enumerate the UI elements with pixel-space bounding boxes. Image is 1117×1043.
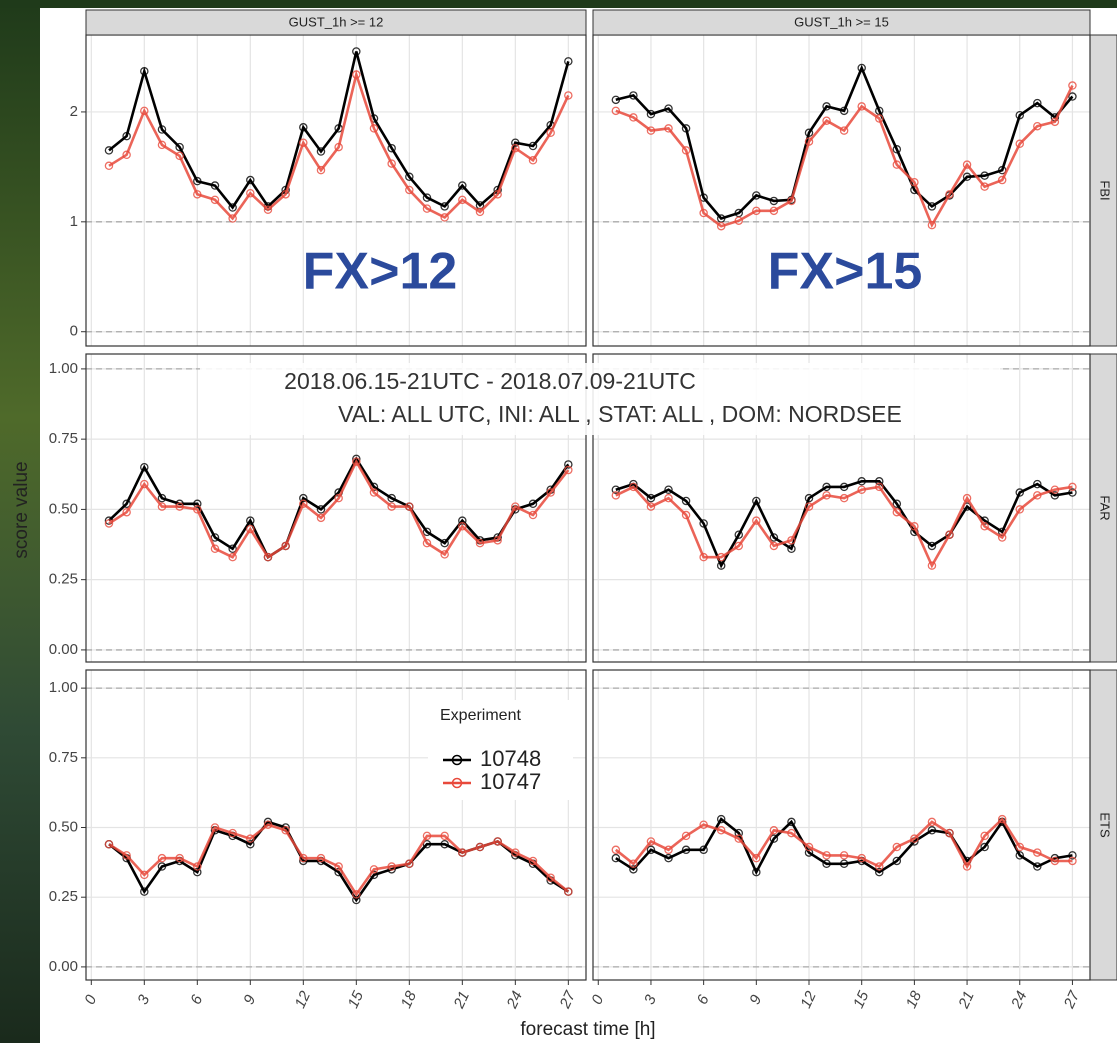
facet-label: FBI bbox=[1098, 180, 1113, 200]
panel bbox=[593, 670, 1090, 980]
subtitle: 2018.06.15-21UTC - 2018.07.09-21UTC bbox=[284, 368, 696, 394]
y-tick-label: 0.25 bbox=[49, 571, 78, 588]
plot-area: FBI 0 1 2 GUST_1h >= 12 GUST_1h >= 15 FAR 0.00 0… bbox=[49, 10, 1117, 1012]
x-axis-title: forecast time [h] bbox=[520, 1019, 655, 1040]
chart: FBI 0 1 2 GUST_1h >= 12 GUST_1h >= 15 FAR 0.00 0… bbox=[0, 0, 1117, 1043]
y-axis-title: score value bbox=[11, 461, 32, 558]
y-tick-label: 0.50 bbox=[49, 818, 78, 835]
legend-title: Experiment bbox=[440, 707, 521, 724]
y-tick-label: 0.00 bbox=[49, 958, 78, 975]
y-tick-label: 0.50 bbox=[49, 500, 78, 517]
y-tick-label: 2 bbox=[70, 103, 78, 120]
annotation: FX>12 bbox=[303, 243, 458, 301]
panel-bg bbox=[593, 670, 1090, 980]
facet-label: GUST_1h >= 15 bbox=[794, 14, 889, 29]
annotation: FX>15 bbox=[768, 243, 923, 301]
subtitle: VAL: ALL UTC, INI: ALL , STAT: ALL , DOM… bbox=[338, 401, 902, 427]
y-tick-label: 1.00 bbox=[49, 679, 78, 696]
y-tick-label: 1.00 bbox=[49, 360, 78, 377]
y-tick-label: 1 bbox=[70, 213, 78, 230]
facet-label: FAR bbox=[1098, 495, 1113, 520]
y-tick-label: 0.75 bbox=[49, 749, 78, 766]
y-tick-label: 0.75 bbox=[49, 430, 78, 447]
facet-label: GUST_1h >= 12 bbox=[289, 14, 384, 29]
y-tick-label: 0 bbox=[70, 323, 78, 340]
photo-edge bbox=[0, 0, 1117, 8]
legend-label: 10747 bbox=[480, 769, 541, 794]
facet-label: ETS bbox=[1098, 812, 1113, 838]
y-tick-label: 0.25 bbox=[49, 888, 78, 905]
page: {"chart_data": { "type": "line", "x_labe… bbox=[0, 0, 1117, 1043]
y-tick-label: 0.00 bbox=[49, 641, 78, 658]
legend-label: 10748 bbox=[480, 746, 541, 771]
